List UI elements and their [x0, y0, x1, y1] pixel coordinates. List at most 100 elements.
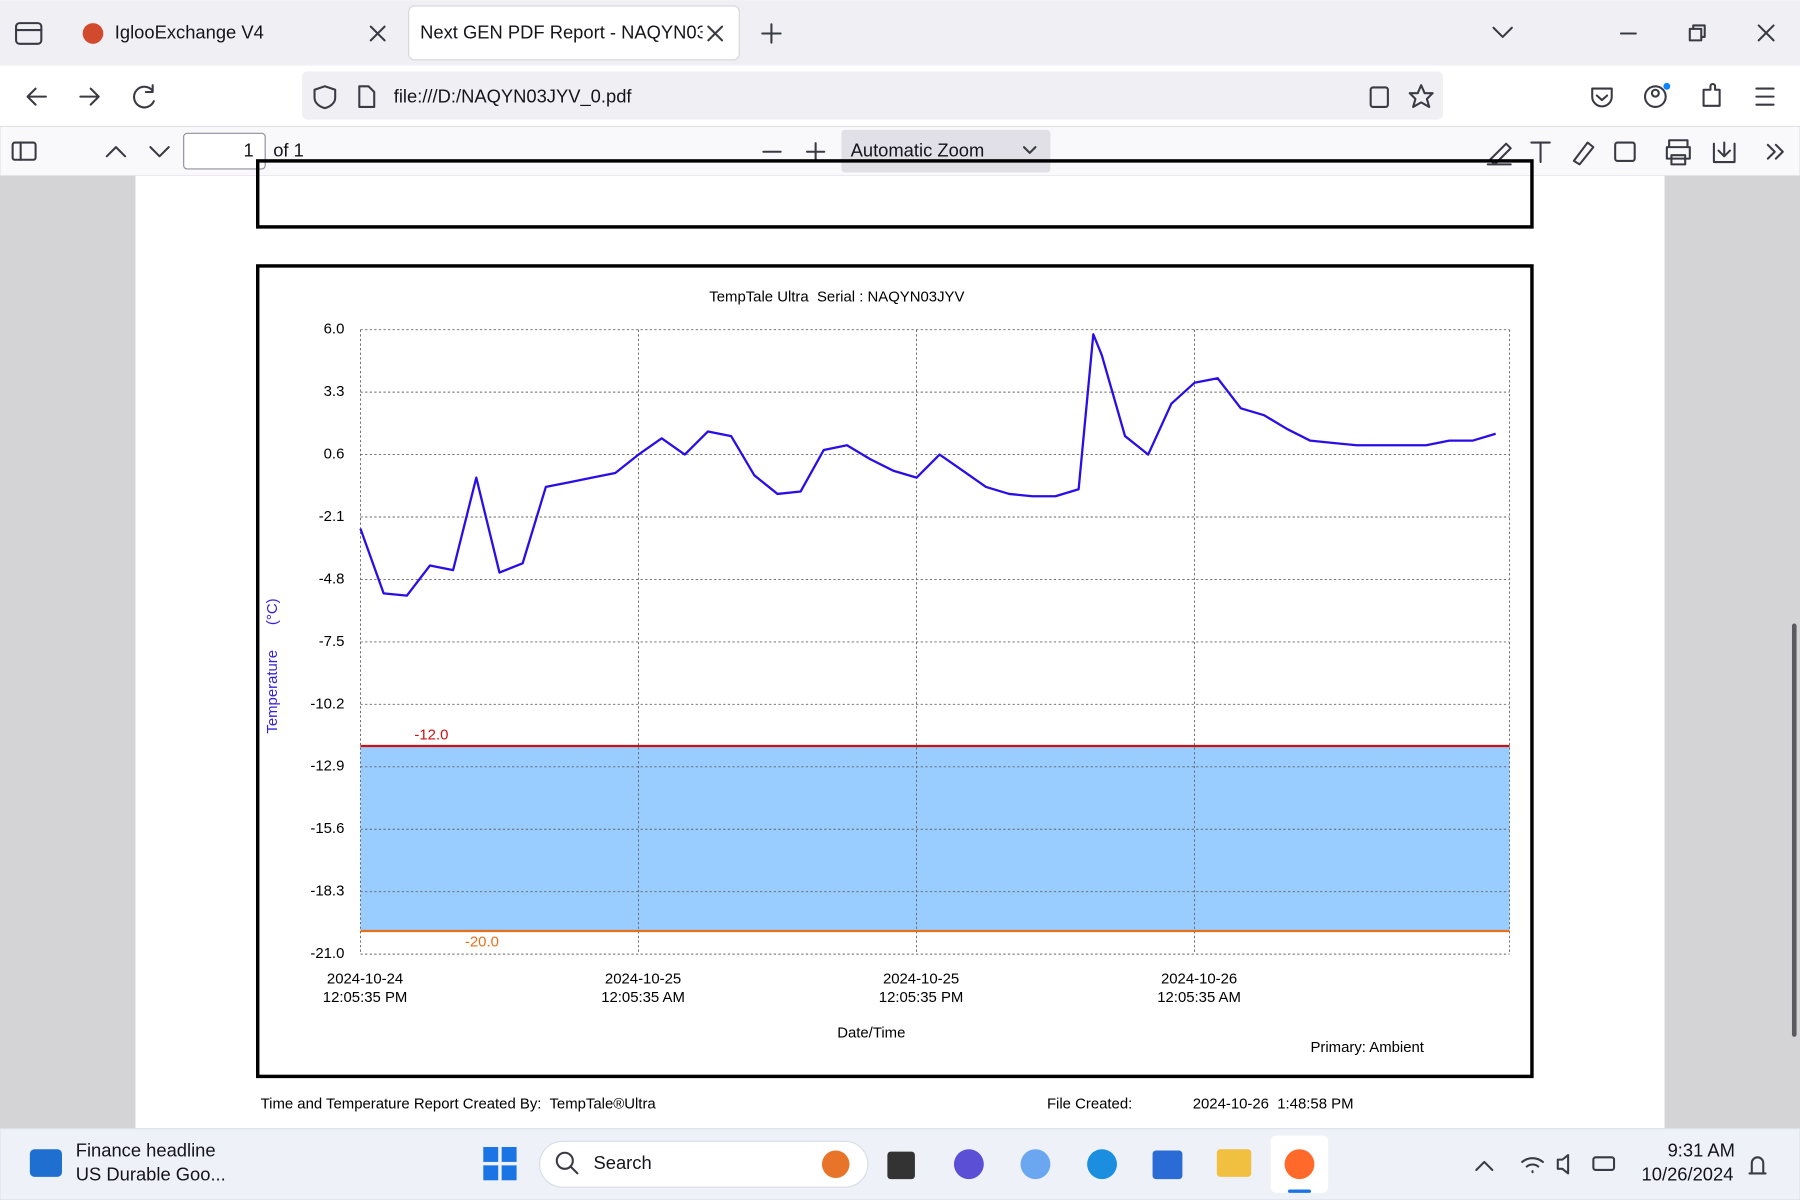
page-number-field[interactable] — [183, 132, 266, 170]
site-info[interactable] — [313, 85, 337, 110]
tab-title: IglooExchange V4 — [115, 21, 264, 42]
page-icon — [358, 85, 376, 108]
print-button[interactable] — [1665, 139, 1691, 166]
x-tick-label: 2024-10-24 12:05:35 PM — [323, 970, 408, 1005]
report-box — [255, 159, 1534, 229]
search-icon — [555, 1151, 579, 1175]
app-store[interactable] — [1152, 1150, 1183, 1180]
highlight-tool[interactable] — [1486, 142, 1512, 166]
series-line — [359, 333, 1497, 597]
url-text[interactable]: file:///D:/NAQYN03JYV_0.pdf — [394, 86, 633, 108]
new-tab-button[interactable] — [761, 23, 782, 44]
clock-time[interactable]: 9:31 AM — [1668, 1139, 1735, 1160]
search-highlight — [821, 1150, 850, 1178]
bookmark-star[interactable] — [1408, 84, 1434, 108]
tab-background — [408, 5, 740, 61]
sidebar-toggle[interactable] — [11, 141, 37, 161]
back-button[interactable] — [26, 87, 47, 106]
y-tick-label: 6.0 — [324, 321, 345, 338]
app-teams[interactable] — [953, 1149, 984, 1180]
zoom-caret — [1022, 146, 1037, 154]
tab-strip — [0, 0, 1800, 66]
image-tool[interactable] — [1614, 141, 1636, 162]
search-box[interactable] — [538, 1140, 869, 1188]
widget-title: Finance headline — [76, 1139, 216, 1160]
threshold-band — [360, 745, 1510, 932]
threshold-label: -12.0 — [414, 727, 448, 744]
y-tick-label: -2.1 — [319, 508, 345, 525]
app-copilot[interactable] — [1020, 1149, 1051, 1180]
tray-overflow[interactable] — [1475, 1160, 1494, 1171]
y-tick-label: -7.5 — [319, 633, 345, 650]
y-tick-label: -4.8 — [319, 570, 345, 587]
notifications[interactable] — [1748, 1156, 1767, 1175]
save-button[interactable] — [1712, 141, 1736, 164]
footer-file-created: 2024-10-26 1:48:58 PM — [1193, 1095, 1354, 1112]
y-tick-label: -12.9 — [310, 758, 344, 775]
tab-close[interactable] — [369, 25, 386, 42]
widget-text: US Durable Goo... — [76, 1164, 226, 1185]
y-tick-label: -10.2 — [310, 695, 344, 712]
threshold-label: -20.0 — [465, 933, 499, 950]
app-explorer[interactable] — [1216, 1149, 1252, 1177]
previous-page[interactable] — [105, 146, 127, 158]
menu-button[interactable] — [1755, 87, 1775, 106]
active-indicator — [1288, 1189, 1311, 1193]
y-tick-label: -21.0 — [310, 945, 344, 962]
y-axis-label: Temperature (°C) — [264, 598, 281, 733]
tools-button[interactable] — [1766, 143, 1784, 160]
draw-tool[interactable] — [1572, 141, 1595, 166]
zoom-in[interactable] — [805, 142, 826, 162]
restore-button[interactable] — [1688, 24, 1706, 42]
x-axis-label: Date/Time — [837, 1024, 905, 1041]
account-button[interactable] — [1643, 82, 1671, 108]
start-button[interactable] — [483, 1147, 517, 1181]
zoom-value[interactable]: Automatic Zoom — [851, 140, 985, 161]
tab-active[interactable]: Next GEN PDF Report - NAQYN03JY — [408, 5, 740, 61]
plot: 6.0 3.3 0.6 -2.1 -4.8 -7.5 -10.2 -12.9 -15.6 -18.… — [310, 321, 1511, 1006]
app-task-view[interactable] — [887, 1151, 915, 1180]
pdf-page — [135, 175, 1665, 1129]
scrollbar-thumb[interactable] — [1791, 623, 1797, 1037]
search-text[interactable]: Search — [593, 1152, 651, 1173]
chart-title: TempTale Ultra Serial : NAQYN03JYV — [709, 288, 964, 305]
page-number[interactable]: 1 — [243, 140, 253, 161]
footer-file-created-label: File Created: — [1047, 1095, 1132, 1112]
app-edge[interactable] — [1087, 1149, 1117, 1180]
x-tick-label: 2024-10-25 12:05:35 AM — [601, 970, 685, 1005]
tab-favicon — [82, 23, 104, 44]
tab-close[interactable] — [707, 25, 724, 42]
pocket-button[interactable] — [1591, 87, 1613, 108]
y-tick-label: 0.6 — [324, 445, 345, 462]
x-tick-label: 2024-10-26 12:05:35 AM — [1157, 970, 1241, 1005]
clock-date[interactable]: 10/26/2024 — [1642, 1164, 1734, 1185]
close-button[interactable] — [1757, 24, 1775, 42]
y-tick-label: -18.3 — [310, 883, 344, 900]
y-tick-label: -15.6 — [310, 820, 344, 837]
tray-volume[interactable] — [1556, 1154, 1570, 1175]
next-page[interactable] — [149, 146, 170, 158]
list-all-tabs[interactable] — [1492, 26, 1513, 38]
tab-title: Next GEN PDF Report - NAQYN03JY — [420, 21, 728, 42]
widget-button[interactable]: Finance headline US Durable Goo... — [29, 1139, 226, 1185]
reload-button[interactable] — [133, 84, 155, 109]
page-count: of 1 — [273, 140, 304, 161]
extensions-button[interactable] — [1702, 82, 1721, 107]
app-firefox — [1284, 1149, 1315, 1180]
footer-created-by: Time and Temperature Report Created By: … — [261, 1095, 657, 1112]
reader-view[interactable] — [1369, 86, 1389, 108]
annotation: Primary: Ambient — [1310, 1039, 1424, 1056]
url-field[interactable] — [301, 71, 1443, 120]
chart-box — [255, 264, 1534, 1079]
x-tick-label: 2024-10-25 12:05:35 PM — [879, 970, 964, 1005]
tab-list-button[interactable] — [15, 22, 43, 45]
text-tool[interactable] — [1530, 141, 1551, 164]
tab[interactable]: IglooExchange V4 — [82, 21, 386, 44]
y-tick-label: 3.3 — [324, 383, 345, 400]
forward-button[interactable] — [79, 87, 100, 106]
tray-network[interactable] — [1521, 1157, 1544, 1174]
tray-battery[interactable] — [1592, 1156, 1616, 1171]
